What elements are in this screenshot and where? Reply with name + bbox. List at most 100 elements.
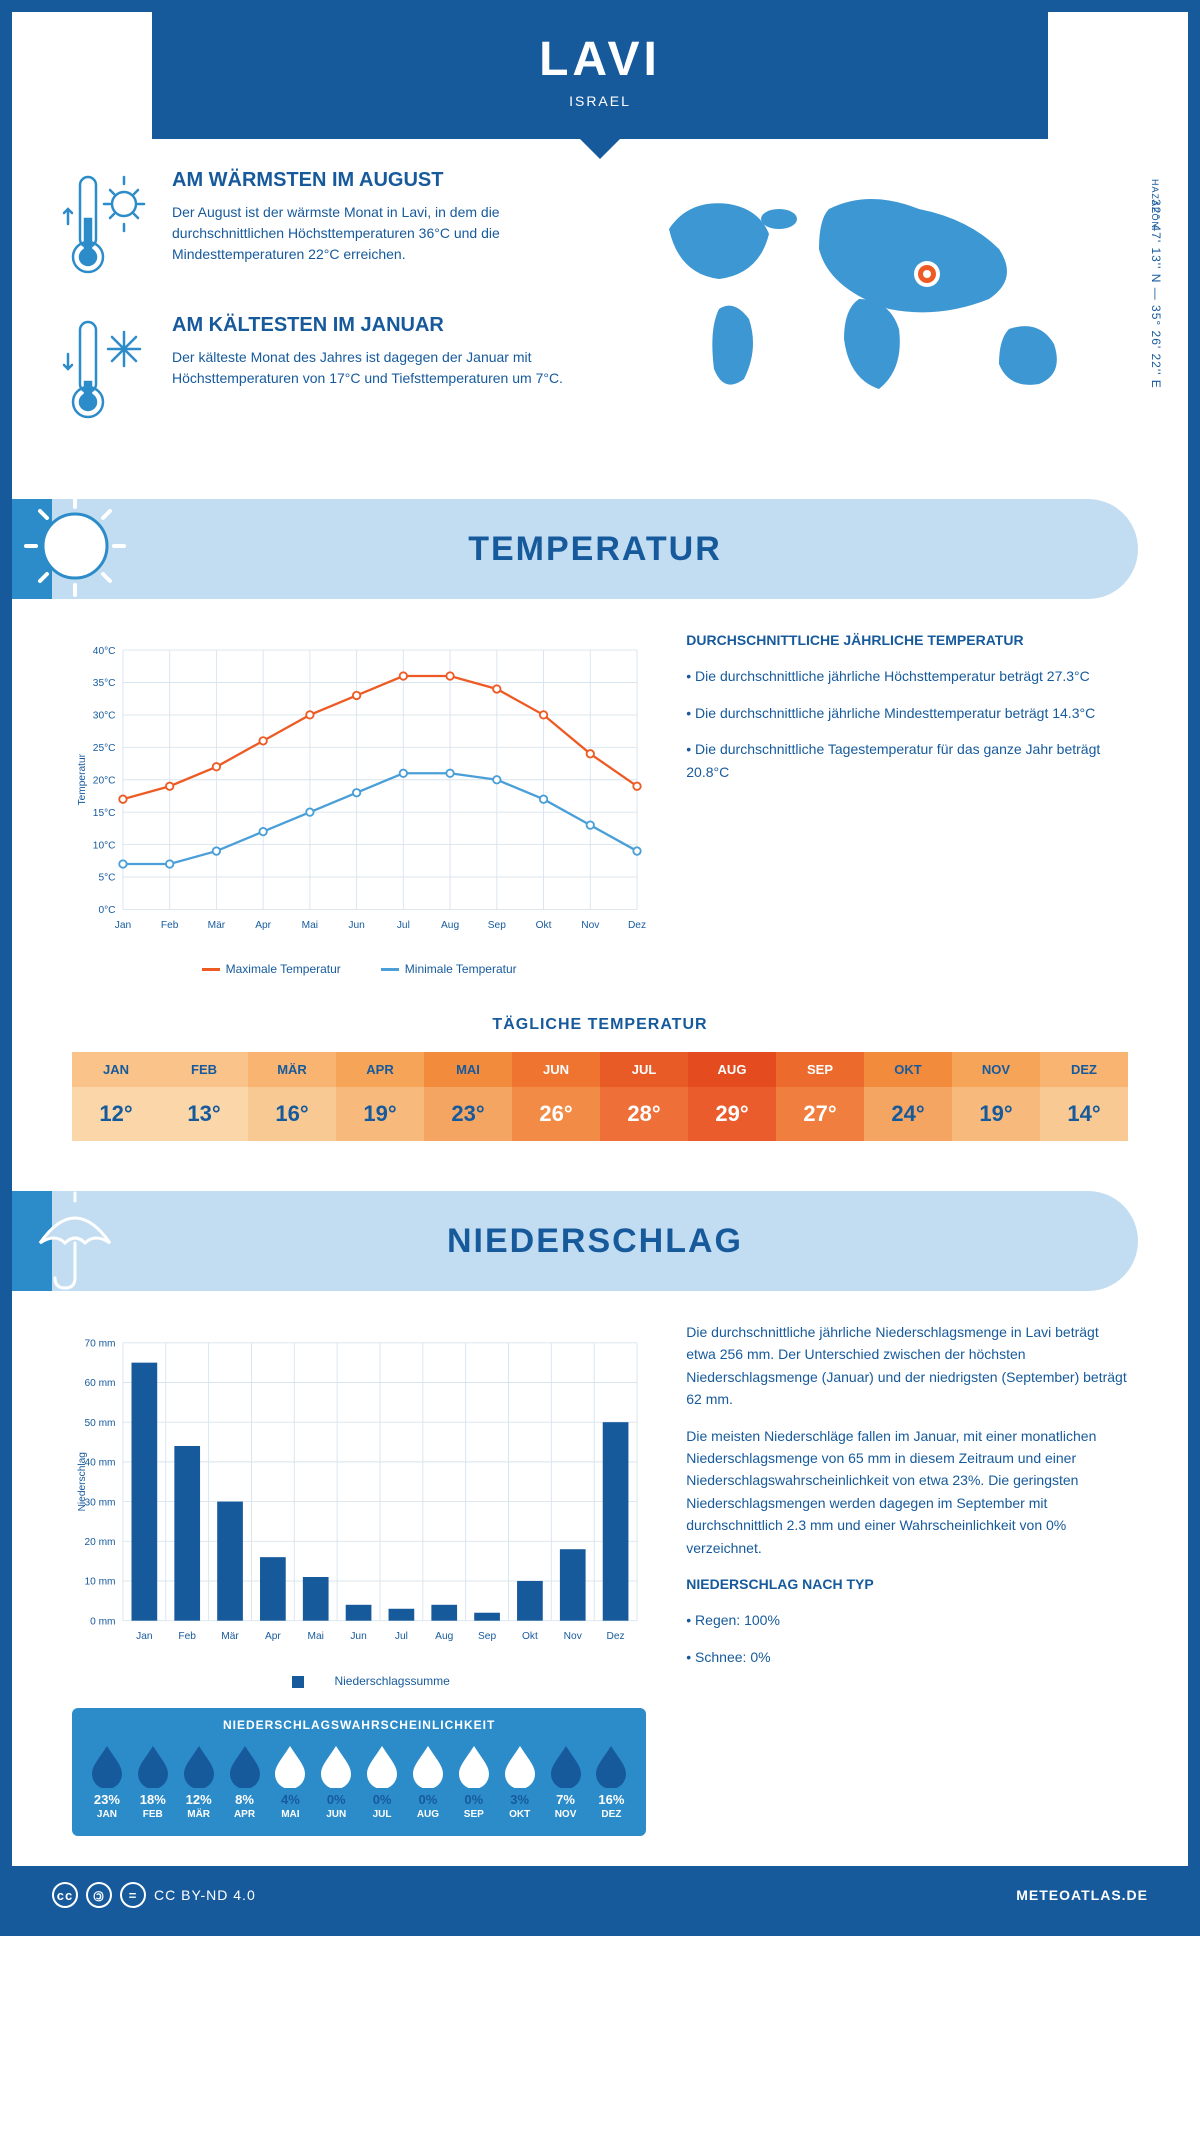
precip-type-2: • Schnee: 0% [686, 1646, 1128, 1668]
section-precip-title: NIEDERSCHLAG [52, 1222, 1138, 1261]
temp-stats-heading: DURCHSCHNITTLICHE JÄHRLICHE TEMPERATUR [686, 629, 1128, 651]
svg-text:Nov: Nov [564, 1631, 583, 1642]
svg-text:60 mm: 60 mm [84, 1378, 115, 1389]
precip-para-2: Die meisten Niederschläge fallen im Janu… [686, 1425, 1128, 1559]
temp-bullet-3: • Die durchschnittliche Tagestemperatur … [686, 738, 1128, 783]
coldest-block: AM KÄLTESTEN IM JANUAR Der kälteste Mona… [62, 314, 580, 429]
svg-text:15°C: 15°C [93, 808, 116, 819]
section-precip-header: NIEDERSCHLAG [12, 1191, 1138, 1291]
svg-text:Jan: Jan [115, 920, 131, 931]
prob-drop: 12%MÄR [178, 1742, 220, 1820]
svg-text:Dez: Dez [628, 920, 646, 931]
temp-cell: JUN 26° [512, 1052, 600, 1141]
daily-temp-title: TÄGLICHE TEMPERATUR [12, 1016, 1188, 1034]
temp-cell: NOV 19° [952, 1052, 1040, 1141]
temp-cell: MÄR 16° [248, 1052, 336, 1141]
thermometer-hot-icon [62, 169, 152, 279]
temp-cell: MAI 23° [424, 1052, 512, 1141]
prob-drop: 3%OKT [499, 1742, 541, 1820]
warmest-text: Der August ist der wärmste Monat in Lavi… [172, 202, 580, 265]
svg-text:Okt: Okt [522, 1631, 538, 1642]
license-text: CC BY-ND 4.0 [154, 1887, 256, 1903]
svg-text:Feb: Feb [178, 1631, 196, 1642]
precip-para-1: Die durchschnittliche jährliche Niedersc… [686, 1321, 1128, 1411]
site-name: METEOATLAS.DE [1016, 1887, 1148, 1903]
svg-text:0 mm: 0 mm [90, 1616, 115, 1627]
svg-text:Feb: Feb [161, 920, 179, 931]
svg-text:Sep: Sep [488, 920, 506, 931]
svg-text:Okt: Okt [536, 920, 552, 931]
temp-cell: JUL 28° [600, 1052, 688, 1141]
precip-probability-box: NIEDERSCHLAGSWAHRSCHEINLICHKEIT 23%JAN 1… [72, 1708, 646, 1836]
section-temperature-header: TEMPERATUR [12, 499, 1138, 599]
svg-text:Jun: Jun [348, 920, 364, 931]
svg-text:Sep: Sep [478, 1631, 496, 1642]
country-name: ISRAEL [152, 93, 1048, 109]
precipitation-bar-chart: 0 mm10 mm20 mm30 mm40 mm50 mm60 mm70 mmJ… [72, 1321, 646, 1661]
prob-drop: 0%AUG [407, 1742, 449, 1820]
svg-text:20°C: 20°C [93, 775, 116, 786]
svg-text:Mär: Mär [208, 920, 226, 931]
precip-type-head: NIEDERSCHLAG NACH TYP [686, 1573, 1128, 1595]
umbrella-icon [20, 1183, 130, 1293]
footer: cc 🄯 = CC BY-ND 4.0 METEOATLAS.DE [12, 1866, 1188, 1924]
world-map-icon [620, 169, 1138, 429]
prob-drop: 18%FEB [132, 1742, 174, 1820]
temp-bullet-2: • Die durchschnittliche jährliche Mindes… [686, 702, 1128, 724]
svg-text:Niederschlag: Niederschlag [77, 1452, 88, 1511]
temp-cell: OKT 24° [864, 1052, 952, 1141]
svg-text:25°C: 25°C [93, 743, 116, 754]
svg-text:50 mm: 50 mm [84, 1418, 115, 1429]
prob-title: NIEDERSCHLAGSWAHRSCHEINLICHKEIT [86, 1718, 632, 1732]
legend-max: Maximale Temperatur [202, 962, 341, 976]
thermometer-cold-icon [62, 314, 152, 424]
coldest-title: AM KÄLTESTEN IM JANUAR [172, 314, 580, 337]
prob-drop: 7%NOV [545, 1742, 587, 1820]
prob-drop: 8%APR [224, 1742, 266, 1820]
cc-icon: cc [52, 1882, 78, 1908]
precip-legend: Niederschlagssumme [72, 1674, 646, 1688]
svg-text:30 mm: 30 mm [84, 1497, 115, 1508]
header-banner: LAVI ISRAEL [152, 12, 1048, 139]
temp-cell: FEB 13° [160, 1052, 248, 1141]
svg-text:20 mm: 20 mm [84, 1537, 115, 1548]
prob-drop: 0%JUN [315, 1742, 357, 1820]
svg-text:Mai: Mai [302, 920, 318, 931]
coordinates: 32° 47' 13'' N — 35° 26' 22'' E [1149, 199, 1163, 389]
temp-cell: AUG 29° [688, 1052, 776, 1141]
temp-cell: JAN 12° [72, 1052, 160, 1141]
section-temp-title: TEMPERATUR [52, 530, 1138, 569]
temperature-line-chart: 0°C5°C10°C15°C20°C25°C30°C35°C40°CJanFeb… [72, 629, 646, 949]
svg-text:70 mm: 70 mm [84, 1339, 115, 1350]
warmest-block: AM WÄRMSTEN IM AUGUST Der August ist der… [62, 169, 580, 284]
svg-text:Temperatur: Temperatur [77, 753, 88, 805]
prob-drop: 16%DEZ [590, 1742, 632, 1820]
svg-text:35°C: 35°C [93, 678, 116, 689]
temp-bullet-1: • Die durchschnittliche jährliche Höchst… [686, 665, 1128, 687]
svg-text:Jul: Jul [395, 1631, 408, 1642]
svg-text:Aug: Aug [435, 1631, 453, 1642]
temp-legend: Maximale Temperatur Minimale Temperatur [72, 962, 646, 976]
legend-min: Minimale Temperatur [381, 962, 517, 976]
svg-text:10°C: 10°C [93, 840, 116, 851]
svg-text:30°C: 30°C [93, 711, 116, 722]
infographic-container: LAVI ISRAEL [0, 0, 1200, 1936]
svg-text:Dez: Dez [607, 1631, 625, 1642]
prob-drop: 23%JAN [86, 1742, 128, 1820]
svg-text:5°C: 5°C [98, 873, 115, 884]
by-icon: 🄯 [86, 1882, 112, 1908]
svg-text:Aug: Aug [441, 920, 459, 931]
precip-type-1: • Regen: 100% [686, 1609, 1128, 1631]
warmest-title: AM WÄRMSTEN IM AUGUST [172, 169, 580, 192]
city-name: LAVI [152, 32, 1048, 87]
daily-temp-table: JAN 12° FEB 13° MÄR 16° APR 19° MAI 23° … [72, 1052, 1128, 1141]
nd-icon: = [120, 1882, 146, 1908]
svg-text:10 mm: 10 mm [84, 1577, 115, 1588]
coldest-text: Der kälteste Monat des Jahres ist dagege… [172, 347, 580, 389]
svg-text:Mär: Mär [221, 1631, 239, 1642]
prob-drop: 4%MAI [269, 1742, 311, 1820]
sun-icon [20, 491, 130, 601]
temp-cell: DEZ 14° [1040, 1052, 1128, 1141]
svg-text:Jun: Jun [350, 1631, 366, 1642]
svg-text:Mai: Mai [308, 1631, 324, 1642]
